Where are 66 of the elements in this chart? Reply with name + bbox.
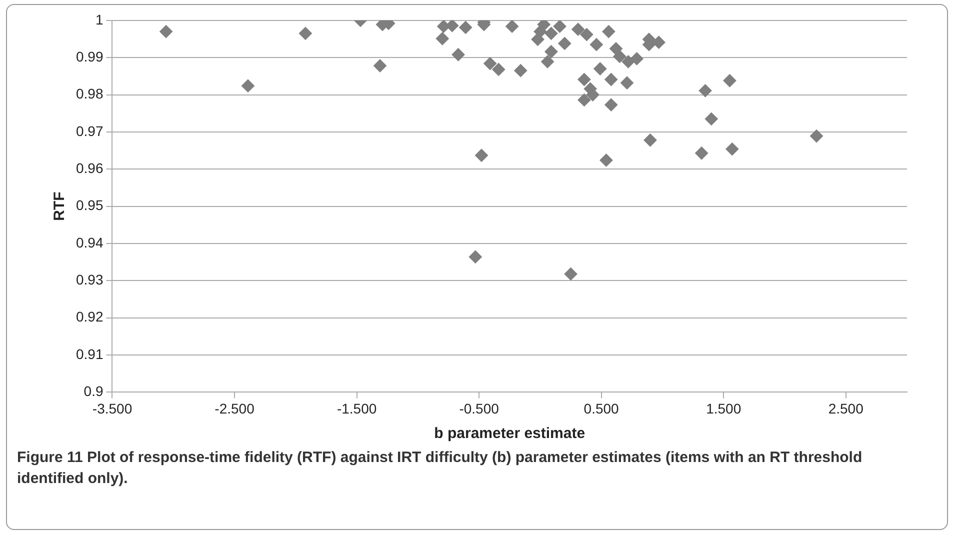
point — [726, 142, 739, 156]
x-tick-label: -2.500 — [214, 400, 255, 416]
point — [553, 20, 566, 33]
point — [374, 59, 387, 72]
y-tick-label: 0.97 — [76, 122, 104, 139]
point — [468, 250, 482, 264]
point — [600, 154, 613, 167]
y-tick-label: 1 — [95, 11, 104, 28]
point — [810, 130, 824, 143]
y-tick-label: 0.9 — [84, 383, 104, 400]
point — [652, 36, 666, 49]
x-axis-title: b parameter estimate — [434, 425, 586, 442]
point — [160, 25, 173, 38]
point — [594, 62, 607, 76]
point — [298, 26, 312, 40]
point — [475, 148, 488, 162]
point — [564, 267, 578, 280]
x-tick-label: -3.500 — [92, 400, 132, 416]
y-tick-label: 0.99 — [76, 48, 104, 64]
point — [604, 73, 618, 86]
point — [590, 38, 603, 52]
point — [704, 112, 718, 126]
point — [602, 25, 616, 38]
point — [531, 32, 544, 46]
y-axis-title: RTF — [51, 192, 68, 221]
y-tick-label: 0.93 — [76, 272, 104, 288]
y-tick-label: 0.94 — [76, 234, 104, 250]
y-tick-label: 0.96 — [76, 160, 104, 176]
point — [613, 50, 626, 63]
x-tick-label: 0.500 — [584, 400, 620, 416]
point — [723, 74, 736, 88]
point — [578, 73, 591, 86]
point — [630, 52, 644, 66]
y-tick-label: 0.92 — [76, 308, 104, 325]
point — [544, 26, 558, 40]
point — [541, 55, 554, 68]
point — [695, 146, 708, 160]
y-tick-label: 0.95 — [76, 197, 104, 214]
point — [506, 20, 519, 33]
caption: Figure 11 Plot of response-time fidelity (RTF) against IRT difficulty (b) parameter estimates (items with an RT threshold identified only). — [17, 448, 864, 489]
point — [644, 134, 657, 147]
point — [572, 22, 585, 36]
point — [436, 32, 449, 46]
point — [544, 45, 558, 58]
point — [578, 93, 591, 106]
point — [492, 62, 506, 76]
point — [537, 20, 550, 31]
point — [604, 98, 618, 112]
point — [610, 42, 622, 56]
point — [558, 36, 572, 50]
point — [698, 84, 712, 98]
point — [484, 57, 497, 70]
y-tick-label: 0.91 — [76, 346, 104, 362]
x-tick-label: -0.500 — [459, 400, 500, 416]
point — [241, 79, 254, 92]
y-tick-label: 0.98 — [76, 86, 104, 102]
point — [459, 20, 472, 34]
point — [446, 20, 459, 32]
x-tick-label: 2.500 — [828, 400, 864, 416]
point — [514, 64, 528, 78]
point — [580, 28, 594, 42]
point — [620, 76, 634, 90]
point — [452, 48, 465, 62]
point — [622, 55, 635, 68]
x-tick-label: 1.500 — [706, 400, 742, 416]
x-tick-label: -1.500 — [336, 400, 377, 416]
